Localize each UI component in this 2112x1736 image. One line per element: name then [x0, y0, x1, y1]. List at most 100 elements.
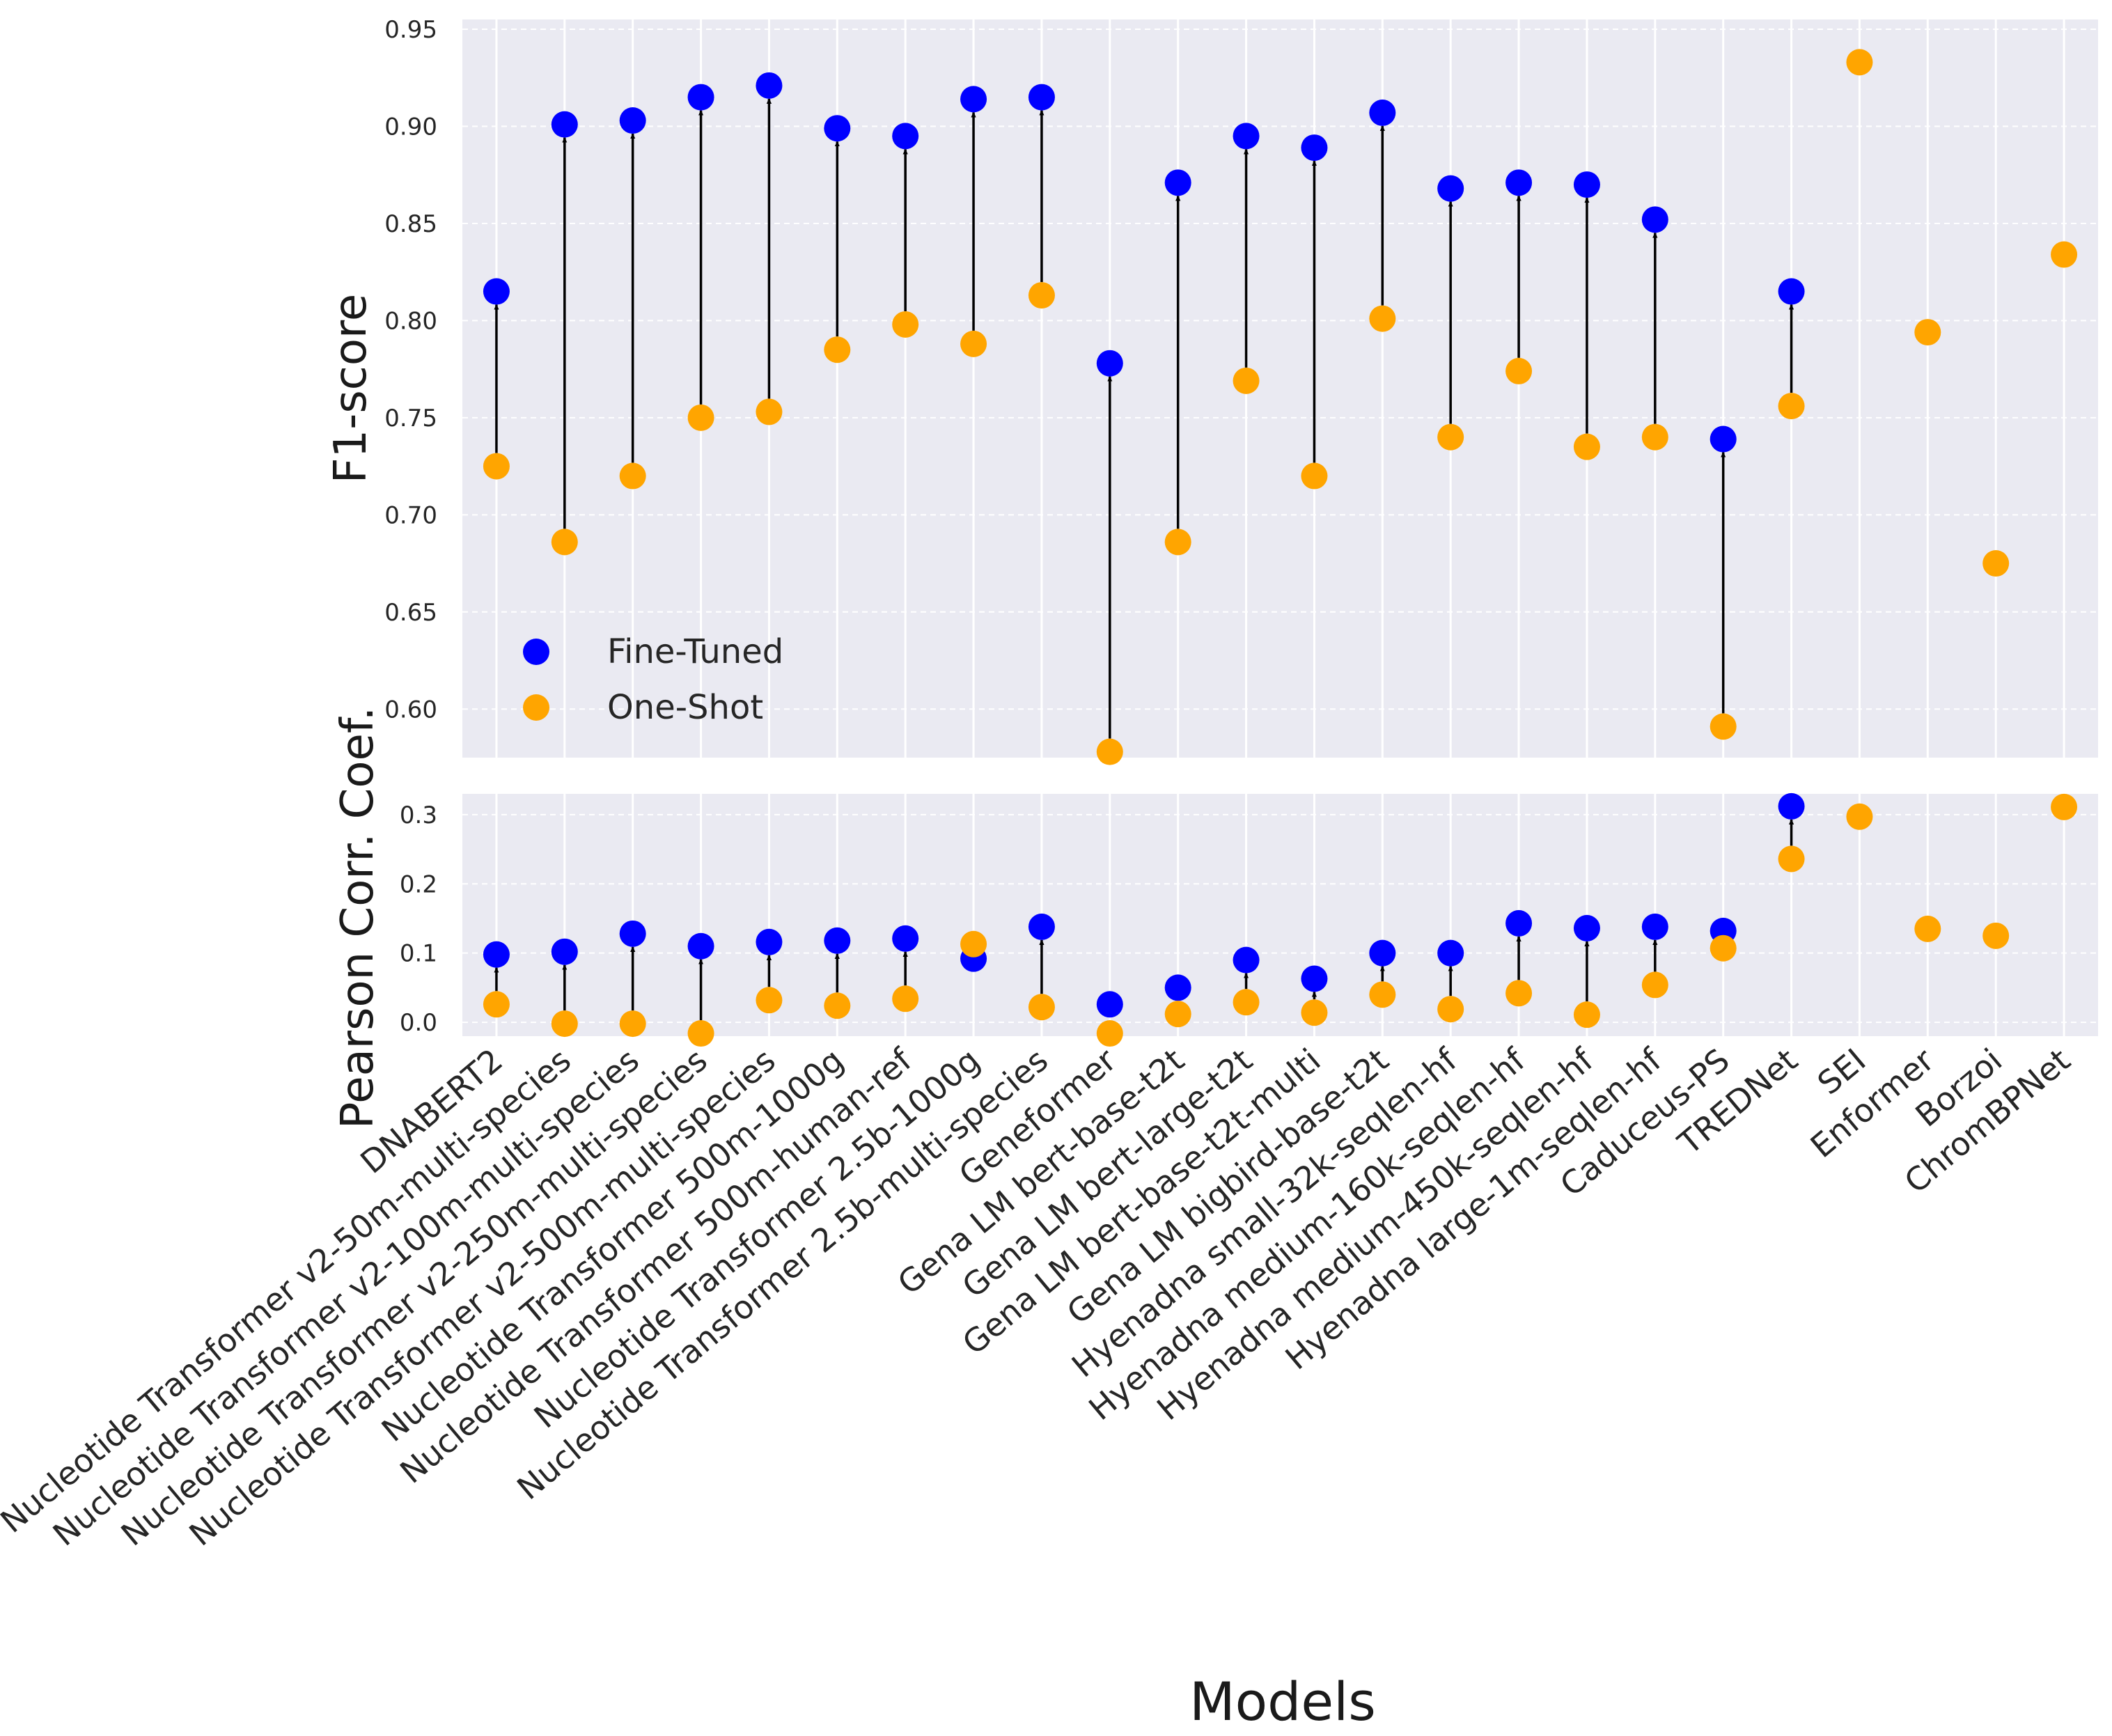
- one-shot-f1-point: [1914, 319, 1941, 346]
- fine-tuned-f1-point: [756, 72, 783, 99]
- fine-tuned-f1-point: [1710, 425, 1737, 453]
- fine-tuned-f1-point: [1505, 169, 1533, 196]
- one-shot-pearson-point: [1778, 845, 1805, 873]
- one-shot-pearson-point: [2051, 793, 2078, 820]
- fine-tuned-pearson-point: [1164, 974, 1191, 1001]
- one-shot-f1-point: [892, 311, 919, 338]
- fine-tuned-pearson-point: [619, 920, 646, 947]
- fine-tuned-pearson-point: [824, 927, 851, 954]
- fine-tuned-pearson-point: [483, 941, 510, 968]
- fine-tuned-pearson-point: [892, 925, 919, 952]
- pearson-y-tick-label: 0.2: [400, 870, 437, 898]
- one-shot-f1-point: [1369, 305, 1396, 332]
- pearson-panel: 0.0 0.1 0.2 0.3: [400, 792, 2098, 1047]
- pearson-y-tick-label: 0.1: [400, 940, 437, 968]
- fine-tuned-f1-point: [1573, 171, 1600, 198]
- one-shot-f1-point: [1164, 529, 1191, 556]
- one-shot-pearson-point: [756, 987, 783, 1014]
- one-shot-f1-point: [1096, 738, 1123, 765]
- one-shot-pearson-point: [1846, 803, 1873, 830]
- one-shot-pearson-point: [824, 992, 851, 1019]
- fine-tuned-pearson-point: [1641, 913, 1668, 940]
- f1-score-axis-label: F1-score: [325, 294, 377, 484]
- one-shot-pearson-point: [1573, 1001, 1600, 1029]
- one-shot-f1-point: [2051, 241, 2078, 268]
- fine-tuned-f1-point: [619, 107, 646, 134]
- fine-tuned-f1-point: [1233, 123, 1260, 150]
- fine-tuned-pearson-point: [551, 938, 578, 965]
- fine-tuned-f1-point: [483, 278, 510, 305]
- fine-tuned-f1-point: [1164, 169, 1191, 196]
- f1-y-tick-label: 0.75: [384, 405, 437, 432]
- fine-tuned-f1-point: [551, 111, 578, 138]
- one-shot-pearson-point: [1710, 935, 1737, 962]
- f1-y-tick-label: 0.65: [384, 599, 437, 627]
- one-shot-f1-point: [1982, 550, 2010, 577]
- f1-y-tick-label: 0.95: [384, 16, 437, 44]
- one-shot-pearson-point: [1914, 915, 1941, 942]
- one-shot-f1-point: [960, 330, 987, 357]
- one-shot-pearson-point: [1641, 971, 1668, 999]
- f1-y-tick-label: 0.85: [384, 210, 437, 238]
- fine-tuned-legend-marker: [523, 639, 549, 665]
- one-shot-pearson-point: [1505, 980, 1533, 1007]
- one-shot-pearson-point: [1301, 999, 1328, 1026]
- one-shot-f1-point: [1778, 393, 1805, 420]
- fine-tuned-pearson-point: [1096, 991, 1123, 1018]
- one-shot-f1-point: [1028, 282, 1055, 309]
- one-shot-pearson-point: [1437, 996, 1464, 1023]
- one-shot-f1-point: [1437, 423, 1464, 451]
- pearson-y-tick-label: 0.3: [400, 801, 437, 829]
- f1-y-tick-label: 0.70: [384, 501, 437, 529]
- one-shot-f1-point: [1641, 423, 1668, 451]
- fine-tuned-pearson-point: [1505, 909, 1533, 937]
- one-shot-pearson-point: [551, 1010, 578, 1038]
- f1-y-tick-label: 0.90: [384, 113, 437, 141]
- one-shot-pearson-point: [1233, 989, 1260, 1016]
- one-shot-pearson-point: [483, 991, 510, 1018]
- fine-tuned-f1-point: [1301, 134, 1328, 162]
- fine-tuned-pearson-point: [1369, 939, 1396, 967]
- f1-y-tick-label: 0.80: [384, 307, 437, 335]
- one-shot-f1-point: [1233, 367, 1260, 394]
- fine-tuned-f1-point: [824, 115, 851, 142]
- fine-tuned-f1-point: [1096, 350, 1123, 377]
- one-shot-f1-point: [1573, 433, 1600, 460]
- fine-tuned-f1-point: [1778, 278, 1805, 305]
- one-shot-f1-point: [619, 462, 646, 490]
- one-shot-f1-point: [756, 398, 783, 425]
- fine-tuned-f1-point: [1641, 206, 1668, 233]
- one-shot-f1-point: [1505, 357, 1533, 384]
- fine-tuned-f1-point: [1369, 99, 1396, 126]
- legend-label: One-Shot: [607, 688, 763, 727]
- fine-tuned-f1-point: [1028, 84, 1055, 111]
- fine-tuned-pearson-point: [756, 928, 783, 955]
- one-shot-pearson-point: [960, 930, 987, 957]
- one-shot-f1-point: [824, 336, 851, 363]
- f1-plot-background: [462, 19, 2098, 758]
- fine-tuned-f1-point: [687, 84, 714, 111]
- pearson-axis-label: Pearson Corr. Coef.: [332, 707, 384, 1129]
- fine-tuned-pearson-point: [1437, 939, 1464, 967]
- one-shot-f1-point: [1846, 49, 1873, 76]
- pearson-plot-background: [462, 794, 2098, 1036]
- one-shot-pearson-point: [1164, 1001, 1191, 1028]
- fine-tuned-pearson-point: [1028, 913, 1055, 940]
- x-axis-label: Models: [1189, 1671, 1376, 1733]
- one-shot-f1-point: [551, 529, 578, 556]
- fine-tuned-pearson-point: [1301, 965, 1328, 992]
- f1-y-tick-label: 0.60: [384, 696, 437, 724]
- one-shot-pearson-point: [687, 1020, 714, 1047]
- f1-score-panel: 0.60 0.65 0.70 0.75 0.80 0.85 0.90 0.95: [384, 16, 2098, 765]
- one-shot-pearson-point: [1028, 994, 1055, 1021]
- one-shot-pearson-point: [619, 1010, 646, 1038]
- fine-tuned-f1-point: [960, 86, 987, 113]
- fine-tuned-pearson-point: [687, 932, 714, 960]
- legend: Fine-Tuned One-Shot: [523, 632, 783, 727]
- legend-label: Fine-Tuned: [607, 632, 783, 671]
- one-shot-f1-point: [1710, 713, 1737, 740]
- one-shot-pearson-point: [1369, 981, 1396, 1008]
- fine-tuned-pearson-point: [1778, 792, 1805, 820]
